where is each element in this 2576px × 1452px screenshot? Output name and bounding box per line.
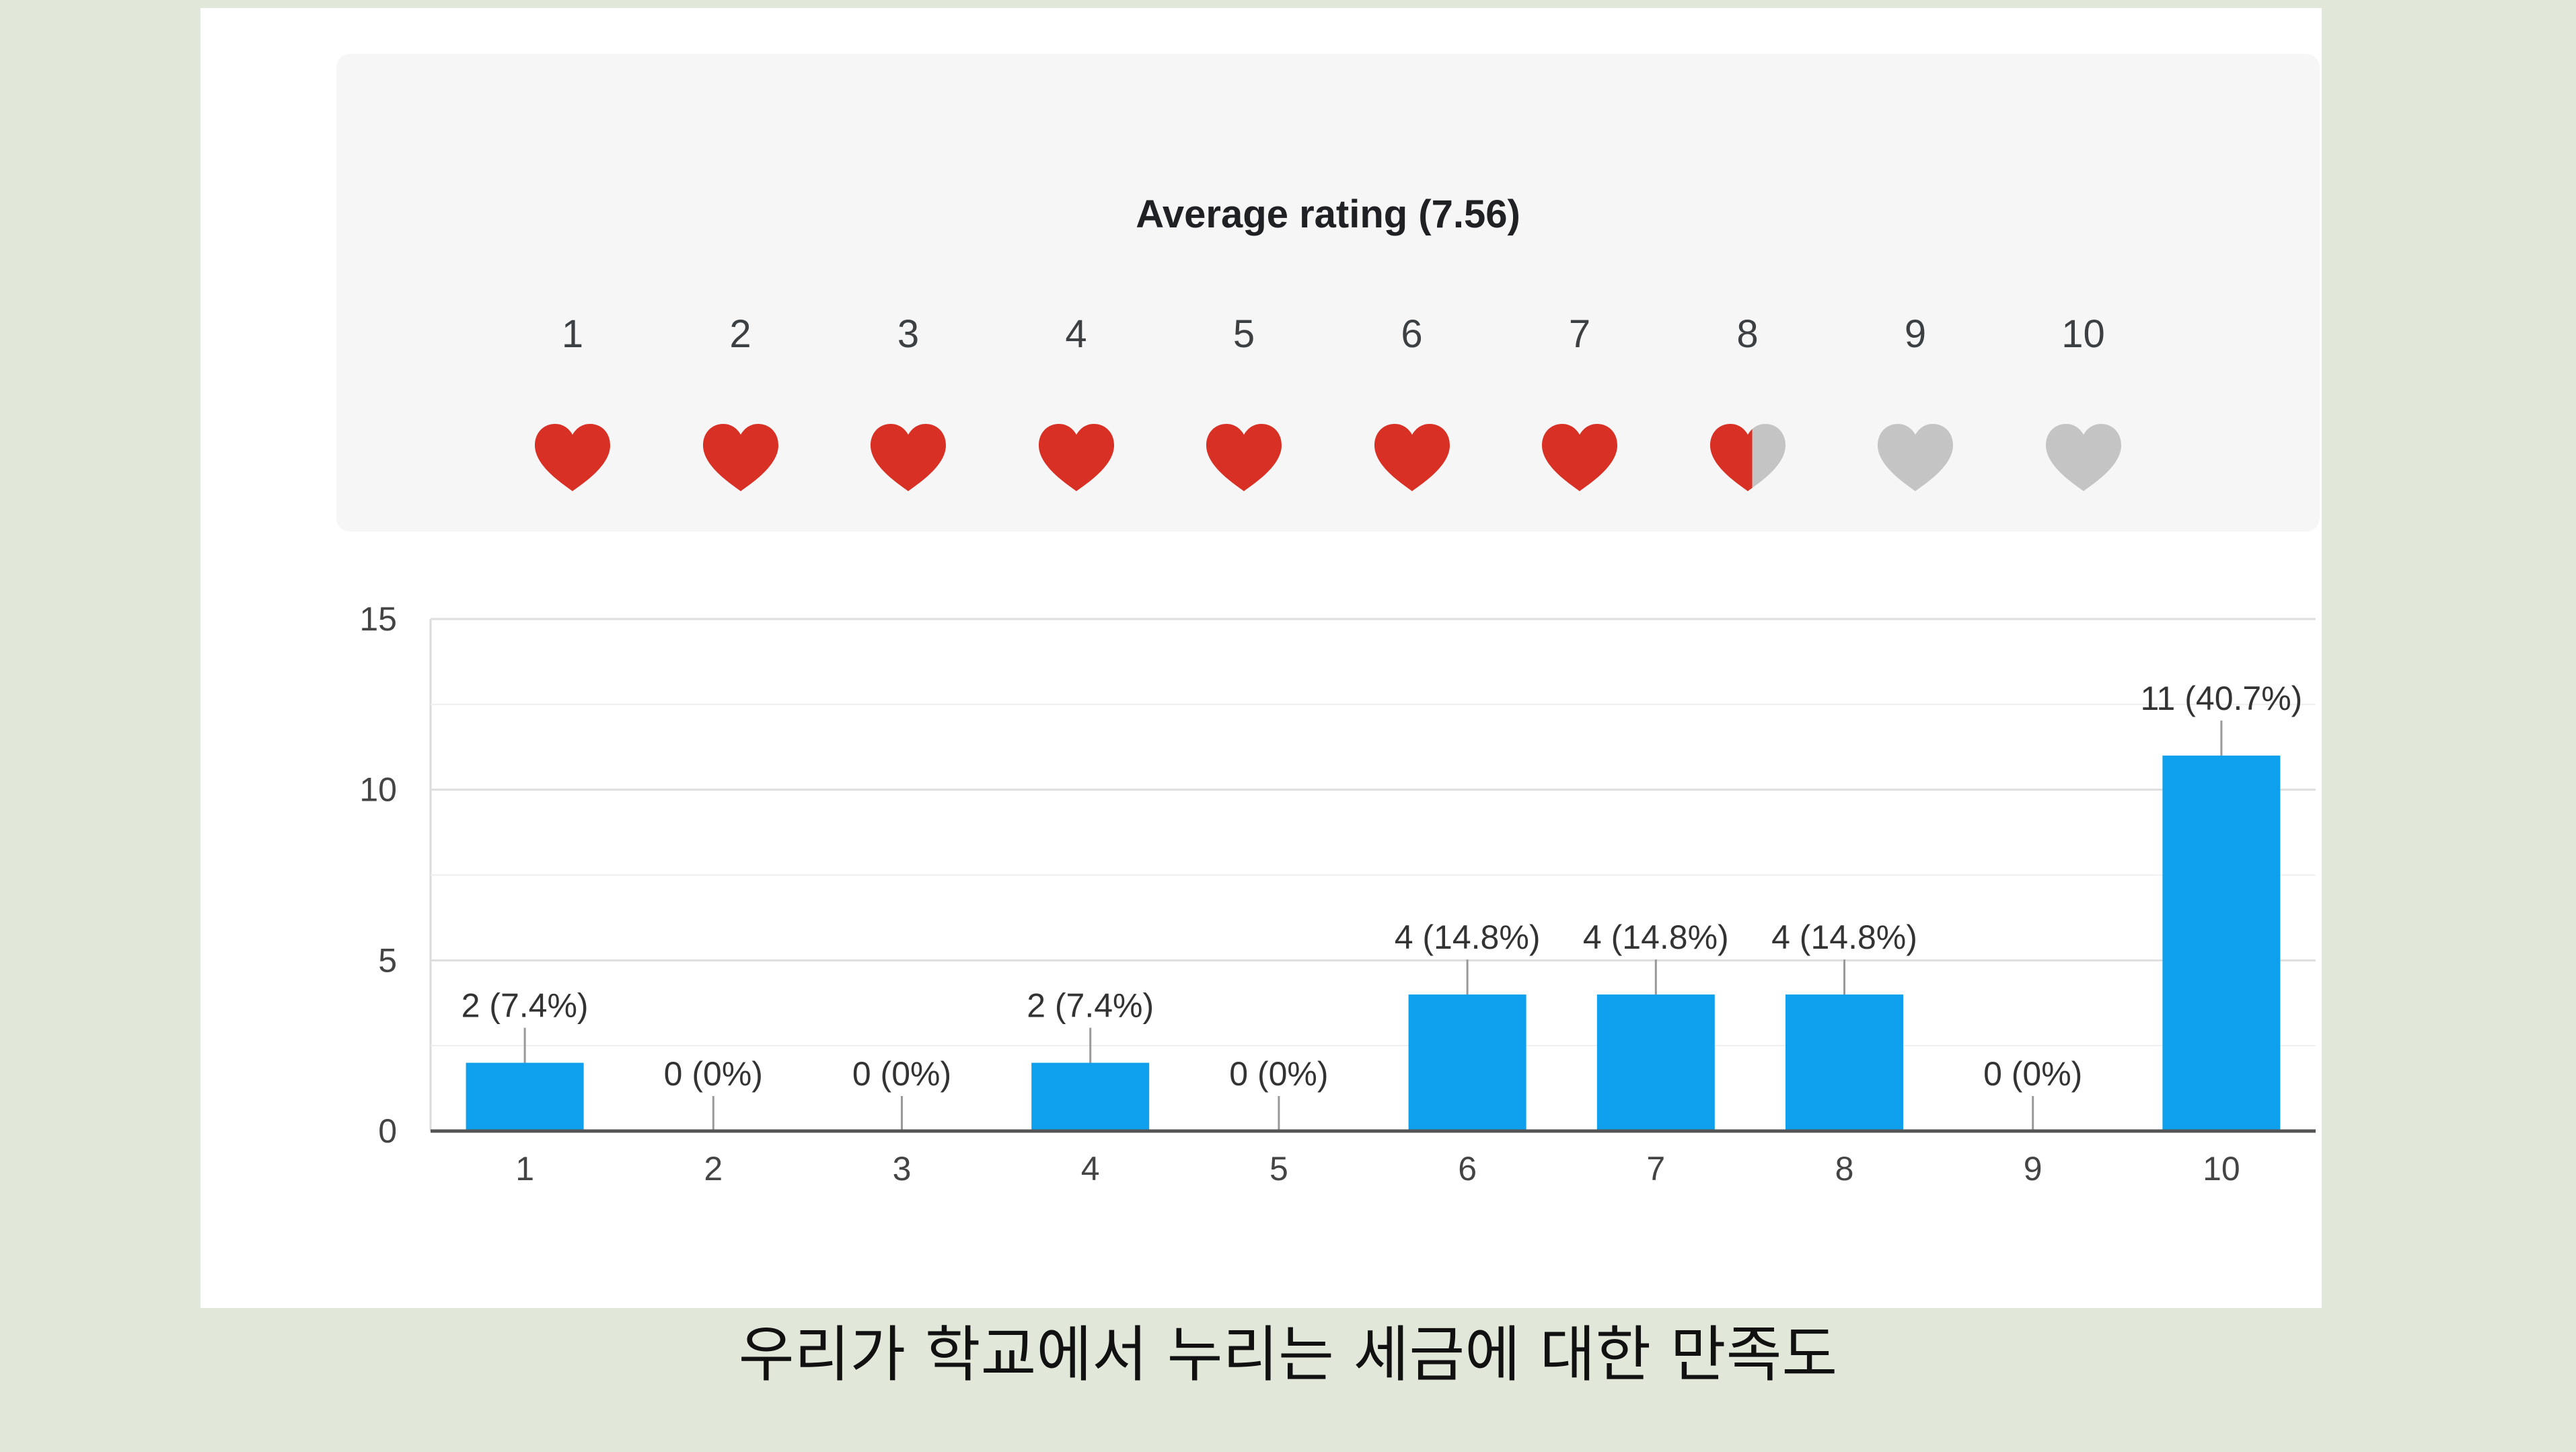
- scale-number-8: 8: [1736, 312, 1759, 356]
- data-label: 4 (14.8%): [1395, 918, 1541, 956]
- bar: [1596, 994, 1715, 1131]
- x-tick-label: 5: [1269, 1150, 1288, 1188]
- bar: [1786, 994, 1903, 1131]
- y-tick-label: 10: [359, 771, 397, 809]
- scale-number-7: 7: [1568, 312, 1591, 356]
- rating-panel: Average rating (7.56) 1 2 3 4 5 6 7 8 9 10: [336, 54, 2320, 532]
- y-tick-label: 5: [378, 941, 397, 979]
- x-tick-label: 3: [893, 1150, 912, 1188]
- scale-number-3: 3: [897, 312, 920, 356]
- data-label: 4 (14.8%): [1583, 918, 1729, 956]
- heart-icon: [1204, 421, 1284, 495]
- heart-icon: [868, 421, 949, 495]
- x-tick-label: 10: [2203, 1150, 2240, 1188]
- scale-number-5: 5: [1232, 312, 1255, 356]
- data-label: 11 (40.7%): [2140, 680, 2302, 717]
- x-tick-label: 9: [2024, 1150, 2043, 1188]
- data-label: 0 (0%): [1229, 1055, 1328, 1093]
- x-tick-label: 2: [704, 1150, 723, 1188]
- data-label: 2 (7.4%): [1027, 987, 1154, 1025]
- y-tick-label: 15: [359, 600, 397, 638]
- bar: [466, 1062, 584, 1131]
- data-label: 0 (0%): [852, 1055, 951, 1093]
- caption: 우리가 학교에서 누리는 세금에 대한 만족도: [738, 1319, 1838, 1390]
- heart-icon: [1875, 421, 1956, 495]
- bar-chart: 0 5 10 15 2 (7.4%) 1 0 (0%) 2 0 (0%) 3 2 (7.4%) 4 0 …: [359, 600, 2316, 1188]
- data-label: 2 (7.4%): [462, 987, 589, 1025]
- heart-icon: [1036, 421, 1117, 495]
- heart-icon: [1539, 421, 1620, 495]
- scale-number-10: 10: [2061, 312, 2105, 356]
- data-label: 0 (0%): [1983, 1055, 2082, 1093]
- x-tick-label: 1: [515, 1150, 534, 1188]
- x-tick-label: 7: [1646, 1150, 1665, 1188]
- data-label: 0 (0%): [664, 1055, 763, 1093]
- x-tick-label: 8: [1835, 1150, 1854, 1188]
- scale-number-1: 1: [561, 312, 584, 356]
- x-tick-label: 4: [1081, 1150, 1100, 1188]
- rating-title: Average rating (7.56): [1136, 192, 1520, 236]
- heart-icon: [1372, 421, 1452, 495]
- y-tick-label: 0: [378, 1112, 397, 1150]
- scale-number-2: 2: [729, 312, 751, 356]
- heart-icon: [2043, 421, 2124, 495]
- heart-icon: [700, 421, 781, 495]
- bar: [1031, 1062, 1150, 1131]
- data-label: 4 (14.8%): [1771, 918, 1917, 956]
- scale-number-4: 4: [1065, 312, 1087, 356]
- bar: [2162, 755, 2281, 1131]
- x-tick-label: 6: [1458, 1150, 1477, 1188]
- scale-number-9: 9: [1904, 312, 1927, 356]
- scale-number-6: 6: [1401, 312, 1423, 356]
- heart-icon: [1707, 421, 1788, 495]
- bar: [1408, 994, 1526, 1131]
- heart-icon: [532, 421, 613, 495]
